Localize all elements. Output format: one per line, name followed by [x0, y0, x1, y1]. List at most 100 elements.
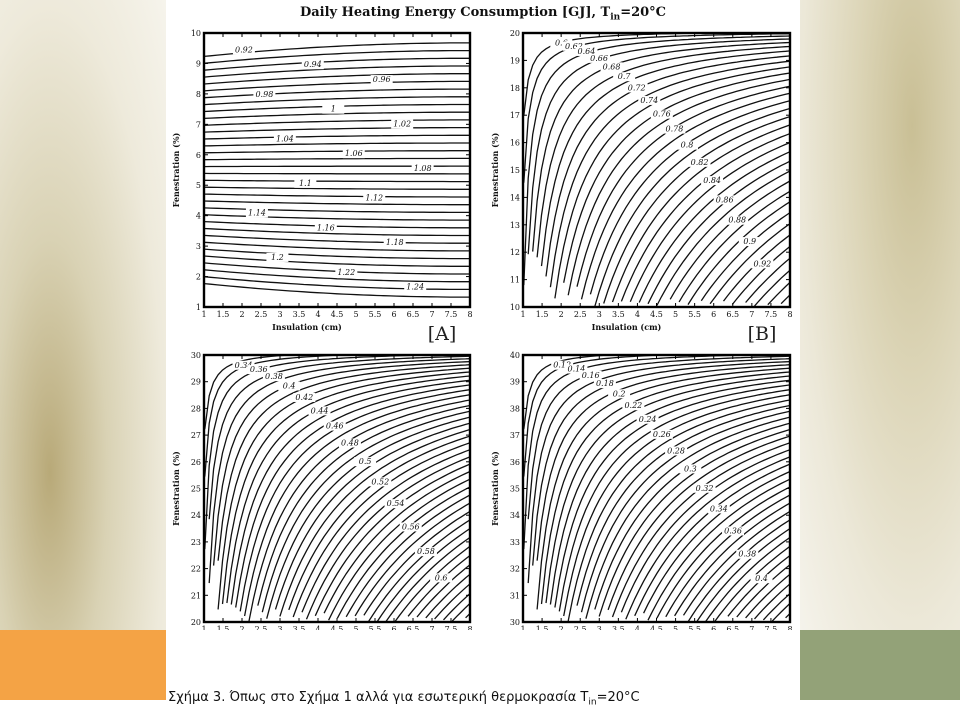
x-tick-label: 8 — [787, 625, 792, 630]
contour-line — [248, 399, 470, 622]
x-tick-label: 1 — [520, 310, 525, 319]
contour-label: 0.5 — [359, 457, 372, 466]
contour-label: 0.46 — [326, 422, 344, 431]
orange-accent-block — [0, 630, 166, 700]
y-axis-label: Fenestration (%) — [171, 132, 181, 207]
contour-label: 0.18 — [596, 379, 614, 388]
contour-label: 0.22 — [624, 401, 642, 410]
contour-line — [554, 384, 790, 608]
contour-line — [204, 200, 470, 206]
y-tick-label: 32 — [510, 565, 520, 574]
x-axis-label: Insulation (cm) — [592, 322, 662, 332]
contour-panel-a: 0.92 0.94 0.96 0.98 1 1.02 1.04 1.06 1.08 1.1 1.12… — [171, 29, 473, 345]
x-tick-label: 6.5 — [726, 625, 739, 630]
contour-label: 0.26 — [653, 430, 671, 439]
contour-line — [665, 494, 790, 618]
contour-label: 1.2 — [271, 253, 284, 262]
contour-label: 0.78 — [665, 125, 683, 134]
y-tick-label: 27 — [191, 431, 201, 440]
contour-line — [771, 602, 790, 622]
contour-line — [594, 107, 790, 307]
contour-line — [696, 528, 790, 622]
x-tick-label: 2 — [559, 625, 564, 630]
y-tick-label: 37 — [510, 431, 520, 440]
x-tick-label: 3.5 — [293, 625, 306, 630]
y-axis-label: Fenestration (%) — [490, 451, 500, 526]
contour-line — [354, 502, 470, 617]
contour-line — [204, 65, 470, 78]
x-tick-label: 5.5 — [688, 625, 701, 630]
x-tick-label: 7.5 — [445, 625, 458, 630]
contour-line — [204, 207, 470, 214]
y-tick-label: 14 — [510, 193, 520, 202]
x-axis-label: Insulation (cm) — [272, 322, 342, 332]
contour-line — [527, 358, 790, 584]
contour-line — [288, 435, 470, 611]
y-tick-label: 6 — [196, 151, 201, 160]
contour-label: 0.54 — [387, 499, 405, 508]
contour-line — [385, 536, 470, 622]
x-tick-label: 4.5 — [650, 625, 663, 630]
contour-line — [261, 410, 470, 613]
y-tick-label: 28 — [191, 404, 201, 413]
contour-line — [257, 404, 470, 606]
contour-label: 0.72 — [628, 83, 646, 92]
figure-title: Daily Heating Energy Consumption [GJ], T… — [299, 5, 667, 23]
contour-label: 0.38 — [738, 550, 756, 559]
y-tick-label: 38 — [510, 404, 520, 413]
contour-label: 0.28 — [667, 446, 685, 455]
contour-label: 0.52 — [371, 477, 389, 486]
contour-label: 0.92 — [235, 45, 253, 54]
x-tick-label: 6 — [391, 625, 396, 630]
contour-line — [705, 536, 790, 622]
contour-label: 0.7 — [618, 72, 632, 81]
y-axis-label: Fenestration (%) — [171, 451, 181, 526]
y-tick-label: 11 — [510, 276, 520, 285]
contour-line — [204, 172, 470, 175]
contour-line — [754, 583, 790, 620]
contour-line — [204, 282, 470, 298]
x-tick-label: 4.5 — [331, 310, 344, 319]
contour-lines — [523, 355, 790, 622]
y-tick-label: 10 — [191, 29, 201, 38]
contour-line — [540, 371, 790, 605]
x-tick-label: 6 — [711, 310, 716, 319]
contour-label: 0.44 — [311, 406, 329, 415]
contour-line — [554, 66, 790, 299]
y-tick-label: 35 — [510, 485, 520, 494]
contour-label: 1 — [331, 105, 336, 114]
contour-label: 1.14 — [248, 208, 266, 217]
x-tick-label: 4 — [315, 625, 320, 630]
contour-line — [212, 360, 470, 566]
x-tick-label: 3.5 — [612, 625, 625, 630]
x-tick-label: 2 — [239, 310, 244, 319]
x-tick-label: 3.5 — [612, 310, 625, 319]
contour-label: 0.92 — [753, 259, 771, 268]
x-tick-label: 4 — [635, 310, 640, 319]
y-tick-label: 31 — [510, 591, 520, 600]
x-tick-label: 3 — [277, 625, 282, 630]
contour-line — [523, 33, 790, 183]
contour-label: 0.14 — [567, 365, 585, 374]
y-tick-label: 16 — [510, 139, 520, 148]
y-tick-label: 18 — [510, 84, 520, 93]
x-tick-label: 5.5 — [369, 625, 382, 630]
contour-label: 0.66 — [590, 54, 608, 63]
contour-lines — [523, 33, 790, 307]
contour-line — [204, 111, 470, 120]
x-tick-label: 2.5 — [574, 310, 587, 319]
contour-line — [279, 428, 470, 617]
contour-line — [780, 294, 790, 305]
contour-line — [204, 248, 470, 260]
contour-line — [536, 367, 790, 610]
y-tick-label: 20 — [510, 29, 520, 38]
contour-label: 0.24 — [639, 415, 657, 424]
y-tick-label: 13 — [510, 221, 520, 230]
contour-line — [204, 227, 470, 237]
x-tick-label: 1 — [520, 625, 525, 630]
x-tick-label: 6 — [391, 310, 396, 319]
x-tick-label: 5.5 — [688, 310, 701, 319]
x-tick-label: 5 — [673, 625, 678, 630]
contour-line — [204, 49, 470, 64]
y-tick-label: 9 — [196, 59, 201, 68]
